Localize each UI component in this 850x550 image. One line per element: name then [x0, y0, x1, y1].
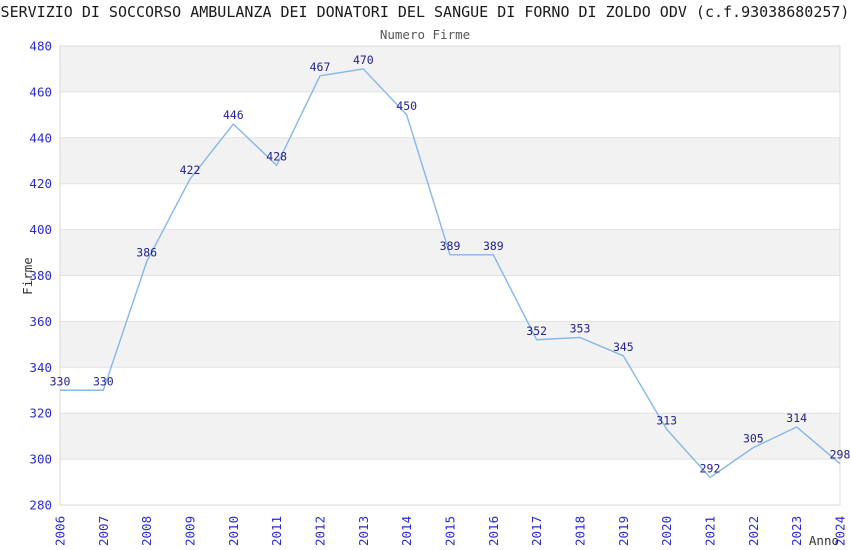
- data-label: 446: [223, 108, 244, 122]
- data-label: 330: [50, 374, 71, 388]
- plot-band: [60, 459, 840, 505]
- y-tick-label: 320: [29, 406, 52, 421]
- x-tick-label: 2010: [226, 516, 241, 546]
- plot-band: [60, 367, 840, 414]
- y-tick-label: 300: [29, 452, 52, 467]
- y-tick-label: 480: [29, 39, 52, 54]
- x-tick-label: 2020: [659, 516, 674, 546]
- x-tick-label: 2021: [703, 516, 718, 546]
- plot-border: [59, 45, 841, 506]
- x-tick-label: 2016: [486, 516, 501, 546]
- y-tick-label: 360: [29, 314, 52, 329]
- x-tick-label: 2007: [96, 516, 111, 546]
- x-tick-label: 2011: [269, 516, 284, 546]
- y-tick-label: 400: [29, 222, 52, 237]
- data-label: 422: [180, 163, 201, 177]
- y-tick-label: 440: [29, 130, 52, 145]
- data-label: 352: [526, 324, 547, 338]
- x-tick-label: 2013: [356, 516, 371, 546]
- x-tick-label: 2012: [313, 516, 328, 546]
- plot-band: [60, 137, 840, 184]
- x-tick-label: 2014: [399, 516, 414, 546]
- x-tick-label: 2017: [529, 516, 544, 546]
- data-label: 389: [483, 239, 504, 253]
- data-label: 345: [613, 340, 634, 354]
- y-tick-label: 380: [29, 268, 52, 283]
- chart-subtitle: Numero Firme: [379, 27, 471, 42]
- chart-title: SERVIZIO DI SOCCORSO AMBULANZA DEI DONAT…: [0, 3, 850, 21]
- data-label: 470: [353, 53, 374, 67]
- y-tick-label: 280: [29, 498, 52, 513]
- x-axis-title: Anno: [809, 533, 839, 548]
- y-tick-label: 340: [29, 360, 52, 375]
- x-tick-label: 2023: [789, 516, 804, 546]
- y-tick-label: 420: [29, 176, 52, 191]
- data-label: 292: [700, 461, 721, 475]
- data-label: 428: [266, 149, 287, 163]
- x-tick-label: 2018: [573, 516, 588, 546]
- y-tick-label: 460: [29, 84, 52, 99]
- x-tick-label: 2019: [616, 516, 631, 546]
- plot-band: [60, 46, 840, 92]
- data-label: 314: [786, 411, 807, 425]
- x-tick-label: 2022: [746, 516, 761, 546]
- plot-band: [60, 183, 840, 230]
- data-label: 353: [570, 321, 591, 335]
- data-label: 313: [656, 413, 677, 427]
- data-label: 298: [830, 448, 850, 462]
- plot-band: [60, 321, 840, 368]
- x-tick-label: 2008: [139, 516, 154, 546]
- data-label: 389: [440, 239, 461, 253]
- data-label: 386: [136, 246, 157, 260]
- x-tick-label: 2024: [833, 516, 848, 546]
- data-label: 305: [743, 432, 764, 446]
- plot-band: [60, 91, 840, 138]
- plot-band: [60, 275, 840, 322]
- x-tick-label: 2006: [53, 516, 68, 546]
- data-label: 450: [396, 99, 417, 113]
- plot-band: [60, 413, 840, 460]
- data-label: 330: [93, 374, 114, 388]
- x-tick-label: 2009: [183, 516, 198, 546]
- y-axis-title: Firme: [20, 257, 35, 295]
- x-tick-label: 2015: [443, 516, 458, 546]
- data-label: 467: [310, 60, 331, 74]
- data-line: [60, 68, 841, 479]
